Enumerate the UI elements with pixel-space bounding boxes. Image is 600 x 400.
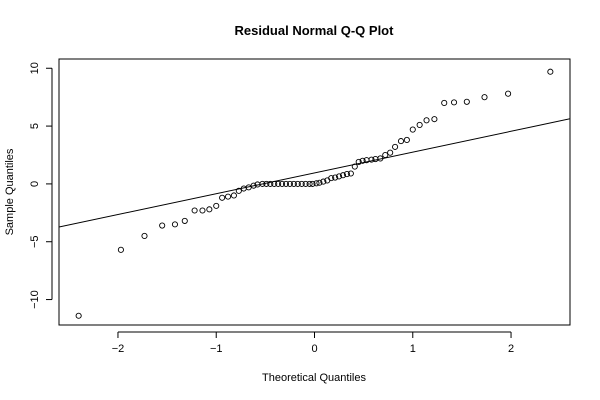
data-point: [271, 180, 278, 187]
x-axis: −2 −1 0 1 2: [112, 331, 514, 355]
data-point: [219, 194, 226, 201]
data-point: [387, 149, 394, 156]
data-point: [279, 180, 286, 187]
data-point: [206, 206, 213, 213]
data-point: [302, 180, 309, 187]
y-tick-label: −10: [29, 290, 41, 309]
data-point: [230, 192, 237, 199]
y-tick-label: 0: [29, 181, 41, 187]
data-point: [368, 156, 375, 163]
x-tick-label: −2: [112, 343, 125, 355]
data-point: [423, 117, 430, 124]
data-point: [481, 94, 488, 101]
data-point: [397, 138, 405, 145]
data-point: [431, 116, 438, 123]
y-axis-label: Sample Quantiles: [4, 148, 16, 235]
data-points: [75, 68, 554, 319]
data-point: [263, 180, 270, 187]
data-point: [306, 180, 313, 187]
data-point: [339, 172, 347, 179]
data-point: [392, 143, 399, 150]
data-point: [403, 136, 410, 144]
data-point: [159, 222, 166, 229]
y-tick-label: 5: [29, 123, 41, 129]
data-point: [336, 173, 343, 180]
data-point: [224, 193, 232, 200]
data-point: [343, 171, 350, 178]
data-point: [275, 180, 282, 187]
data-point: [282, 180, 290, 187]
data-point: [505, 90, 512, 97]
data-point: [463, 98, 470, 105]
data-point: [313, 180, 320, 187]
y-tick-label: 10: [29, 62, 41, 74]
data-point: [286, 180, 293, 187]
data-point: [294, 180, 301, 187]
data-point: [328, 175, 335, 182]
x-tick-label: 1: [410, 343, 416, 355]
data-point: [351, 163, 358, 170]
data-point: [191, 207, 198, 214]
data-point: [355, 158, 362, 165]
data-point: [259, 180, 266, 187]
data-point: [450, 99, 458, 106]
data-point: [309, 180, 316, 187]
data-point: [441, 99, 448, 106]
x-tick-label: 2: [508, 343, 514, 355]
data-point: [290, 180, 297, 187]
data-point: [199, 207, 206, 214]
data-point: [409, 126, 416, 133]
data-point: [316, 179, 323, 186]
data-point: [416, 121, 423, 128]
x-tick-label: −1: [210, 343, 223, 355]
data-point: [547, 68, 554, 75]
data-point: [141, 232, 148, 239]
data-point: [377, 155, 384, 162]
data-point: [267, 180, 274, 187]
data-point: [213, 202, 220, 209]
x-tick-label: 0: [311, 343, 317, 355]
data-point: [171, 221, 179, 228]
data-point: [75, 312, 82, 319]
data-point: [332, 174, 339, 181]
data-point: [298, 180, 305, 187]
y-tick-label: −5: [29, 235, 41, 248]
data-point: [347, 170, 354, 177]
data-point: [320, 178, 327, 185]
plot-frame: [58, 58, 571, 326]
data-point: [382, 151, 389, 159]
y-axis: −10 −5 0 5 10: [29, 62, 53, 309]
data-point: [250, 182, 257, 189]
reference-line: [59, 118, 570, 228]
data-point: [235, 187, 242, 194]
chart-title: Residual Normal Q-Q Plot: [235, 23, 395, 38]
x-axis-label: Theoretical Quantiles: [262, 372, 366, 384]
data-point: [359, 157, 366, 164]
data-point: [117, 246, 124, 253]
data-point: [181, 217, 188, 224]
